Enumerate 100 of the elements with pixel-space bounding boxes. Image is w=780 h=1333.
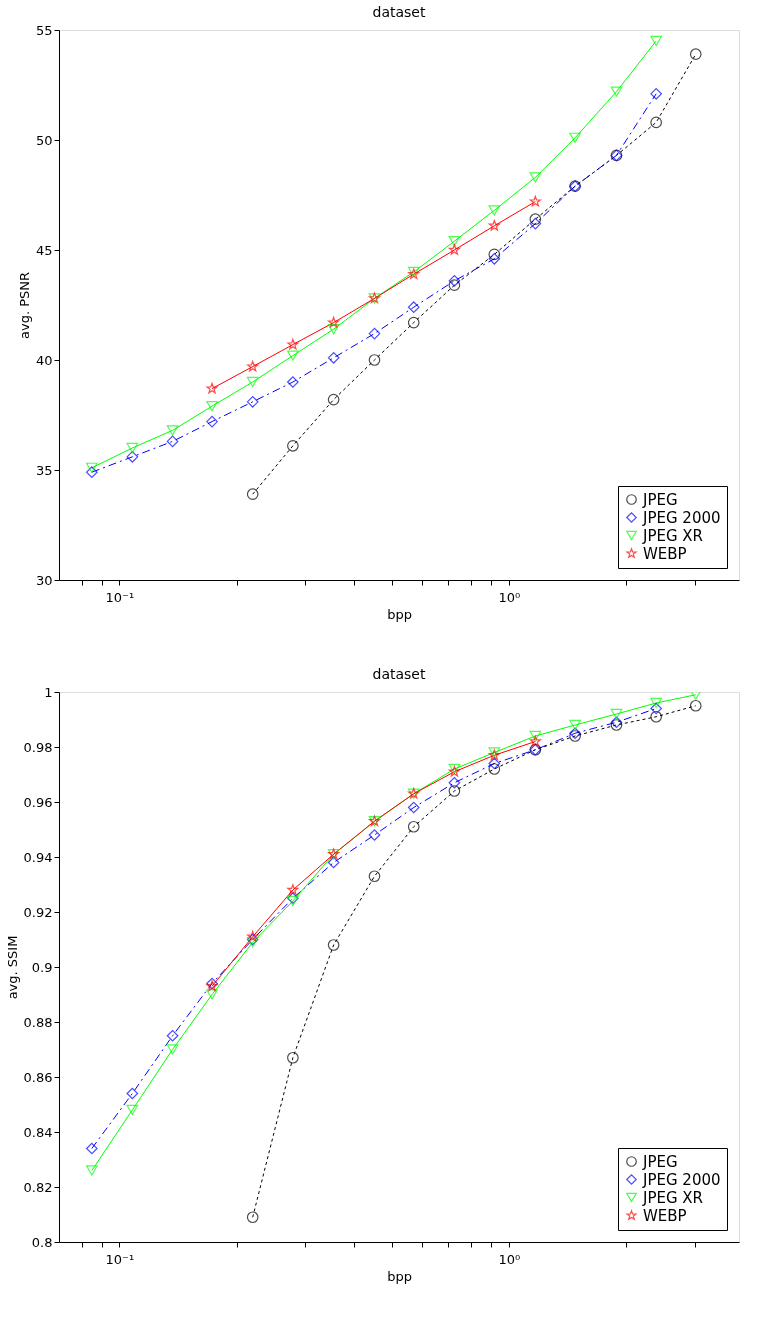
point (166, 425, 179, 436)
point (206, 382, 218, 394)
point (287, 1051, 299, 1064)
point (488, 757, 501, 770)
point (488, 219, 500, 231)
point (126, 450, 139, 463)
point (488, 205, 501, 216)
legend-label: JPEG XR (642, 526, 704, 545)
point (448, 785, 461, 797)
y-tick-label: 0.82 (23, 1179, 53, 1195)
x-axis-title: bpp (387, 1268, 412, 1284)
point (448, 274, 461, 287)
point (328, 316, 340, 328)
point (246, 376, 259, 388)
point (246, 1211, 259, 1224)
point (448, 236, 461, 247)
point (246, 395, 259, 408)
point (327, 393, 340, 406)
point (650, 710, 663, 723)
point (246, 488, 259, 501)
point (689, 699, 702, 712)
point (529, 735, 541, 747)
point (368, 327, 381, 340)
point (287, 376, 299, 388)
point (650, 702, 663, 715)
legend-label: JPEG 2000 (642, 508, 721, 527)
point (448, 279, 461, 292)
legend-label: WEBP (643, 544, 687, 563)
point (327, 856, 340, 869)
y-tick-label: 35 (35, 462, 53, 478)
y-tick-label: 30 (35, 572, 53, 588)
point (650, 87, 663, 100)
point (689, 48, 702, 61)
x-axis-title: bpp (387, 606, 412, 622)
point (650, 697, 663, 709)
point (287, 350, 299, 361)
point (448, 776, 461, 789)
chart-title: dataset (372, 666, 426, 682)
chart-title: dataset (372, 4, 426, 20)
point (529, 730, 542, 742)
y-tick-label: 0.94 (23, 849, 53, 865)
point (529, 172, 542, 183)
x-tick-label: 10⁰ (498, 589, 521, 605)
y-axis-title: avg. SSIM (4, 935, 20, 1000)
point (206, 401, 218, 412)
point (287, 439, 299, 452)
point (368, 354, 381, 366)
y-tick-label: 55 (35, 22, 53, 38)
legend-label: WEBP (643, 1206, 687, 1225)
point (488, 248, 501, 261)
point (650, 35, 663, 47)
point (166, 1044, 179, 1055)
legend-label: JPEG (642, 1152, 678, 1171)
point (488, 252, 501, 265)
point (529, 195, 541, 207)
y-tick-label: 0.84 (23, 1124, 53, 1140)
point (529, 217, 542, 230)
y-tick-label: 0.92 (23, 904, 53, 920)
point (327, 324, 340, 335)
x-tick-label: 10⁻¹ (105, 1251, 135, 1267)
point (327, 939, 340, 951)
y-axis-title: avg. PSNR (16, 271, 32, 340)
point (246, 937, 259, 948)
x-tick-label: 10⁰ (498, 1251, 521, 1267)
y-tick-label: 0.88 (23, 1014, 53, 1030)
point (368, 870, 381, 883)
y-tick-label: 0.98 (23, 739, 53, 755)
point (569, 132, 581, 143)
point (126, 442, 139, 454)
point (247, 930, 259, 942)
point (287, 884, 299, 895)
point (247, 360, 259, 372)
y-tick-label: 0.9 (31, 959, 53, 975)
point (569, 719, 581, 731)
point (86, 462, 98, 473)
point (206, 989, 218, 1000)
point (610, 86, 623, 97)
point (126, 1087, 139, 1100)
point (126, 1104, 139, 1116)
point (650, 116, 663, 129)
point (86, 466, 98, 479)
point (166, 1029, 179, 1042)
y-tick-label: 50 (35, 132, 53, 148)
legend-label: JPEG XR (642, 1188, 704, 1207)
y-tick-label: 0.96 (23, 794, 53, 810)
point (287, 338, 299, 350)
point (368, 829, 381, 841)
point (448, 244, 460, 255)
point (86, 1142, 98, 1155)
y-tick-label: 0.86 (23, 1069, 53, 1085)
point (407, 301, 420, 314)
y-tick-label: 1 (44, 684, 53, 700)
point (327, 351, 340, 364)
y-tick-label: 0.8 (31, 1234, 53, 1250)
point (610, 708, 623, 720)
point (246, 933, 259, 946)
point (407, 316, 420, 329)
point (407, 801, 420, 814)
legend-label: JPEG (642, 490, 678, 509)
point (529, 213, 542, 226)
